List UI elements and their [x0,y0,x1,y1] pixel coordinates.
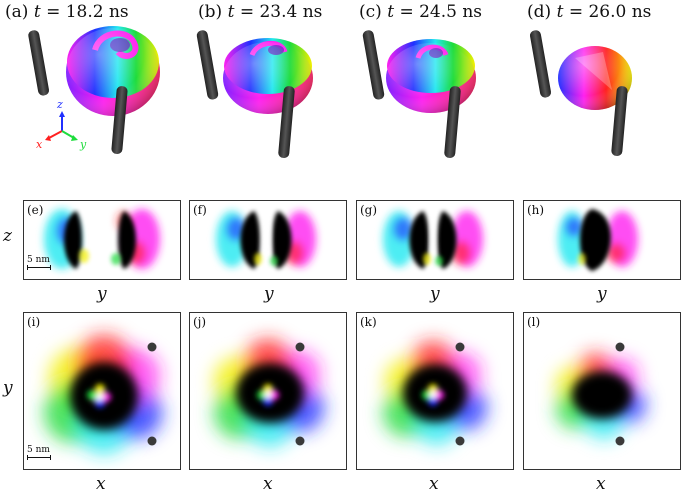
panel-c-title: (c) t = 24.5 ns [359,2,483,22]
panel-l-x-axis: x [596,474,606,494]
triad-z-label: z [57,98,63,111]
tip-rod [278,86,295,158]
tip-dot [147,342,157,352]
panel-d-render [529,30,632,156]
panel-g-y-axis: y [430,284,440,304]
panel-j-x-axis: x [263,474,273,494]
scale-bar: 5 nm [27,255,51,270]
panel-a-render [28,26,160,154]
panel-j-label: (j) [193,315,207,329]
panel-k-label: (k) [360,315,377,329]
panel-i: (i) 5 nm [23,312,181,470]
panel-j: (j) [189,312,347,470]
scale-bar-label: 5 nm [27,255,50,265]
scale-bar-label: 5 nm [27,445,50,455]
panel-e: (e) 5 nm [23,200,181,280]
tip-dot [455,342,465,352]
panel-d-title: (d) t = 26.0 ns [527,2,652,22]
middle-row-z-axis: z [3,226,12,246]
triad-x-label: x [36,138,43,151]
panel-k: (k) [356,312,514,470]
tip-rod [196,30,219,100]
panel-k-x-axis: x [429,474,439,494]
tip-rod [529,30,552,98]
tip-dot [147,436,157,446]
panel-h-label: (h) [527,203,545,217]
tip-rod [28,30,50,96]
tip-rod [444,86,461,158]
coordinate-triad [45,111,78,141]
tip-dot [455,436,465,446]
panel-i-x-axis: x [96,474,106,494]
panel-l: (l) [523,312,681,470]
panel-e-label: (e) [27,203,44,217]
panel-i-label: (i) [27,315,41,329]
tip-dot [615,342,625,352]
panel-f-y-axis: y [264,284,274,304]
tip-dot [295,342,305,352]
panel-f: (f) [189,200,347,280]
panel-h-y-axis: y [597,284,607,304]
panel-c-render [362,30,476,158]
panel-g-label: (g) [360,203,378,217]
tip-rod [111,86,128,154]
triad-y-label: y [80,138,87,151]
panel-g: (g) [356,200,514,280]
panel-e-y-axis: y [97,284,107,304]
panel-h: (h) [523,200,681,280]
bottom-row-y-axis: y [3,378,13,398]
scale-bar: 5 nm [27,445,51,460]
panel-f-label: (f) [193,203,207,217]
tip-dot [295,436,305,446]
panel-b-title: (b) t = 23.4 ns [198,2,323,22]
panel-l-label: (l) [527,315,541,329]
tip-rod [362,30,385,100]
tip-dot [615,436,625,446]
top-row-renders [28,26,632,158]
panel-a-title: (a) t = 18.2 ns [5,2,129,22]
tip-rod [611,86,628,156]
panel-b-render [196,30,313,158]
